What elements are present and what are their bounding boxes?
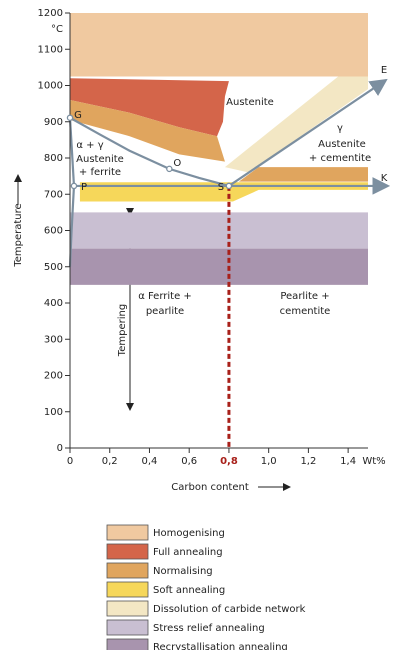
- legend-label: Dissolution of carbide network: [153, 604, 306, 615]
- x-tick-label: 0,6: [181, 456, 197, 467]
- y-tick-label: 500: [44, 262, 63, 273]
- annotation: Tempering: [117, 304, 128, 357]
- phase-line: [228, 78, 388, 187]
- y-unit: °C: [51, 24, 63, 35]
- legend-label: Normalising: [153, 566, 213, 577]
- legend-label: Recrystallisation annealing: [153, 642, 288, 650]
- annotation: + ferrite: [79, 167, 121, 178]
- y-tick-label: 400: [44, 298, 63, 309]
- annotation: Austenite: [76, 154, 124, 165]
- region: [224, 76, 368, 173]
- annotation: cementite: [280, 306, 331, 317]
- point: [166, 165, 173, 173]
- region: [79, 182, 368, 202]
- x-tick-label: 1,4: [340, 456, 356, 467]
- region: [70, 13, 368, 77]
- x-tick-label: 1,0: [261, 456, 277, 467]
- point-label: S: [218, 182, 224, 193]
- legend-swatch: [106, 581, 149, 598]
- point-label: P: [81, 182, 87, 193]
- point-label: O: [173, 158, 181, 169]
- region: [70, 100, 225, 162]
- annotation: γ: [337, 123, 343, 134]
- y-tick-label: 0: [57, 443, 63, 454]
- annotation: K: [381, 173, 388, 184]
- point: [70, 182, 78, 190]
- x-tick-label: 1,2: [300, 456, 316, 467]
- y-tick-label: 200: [44, 371, 63, 382]
- phase-line: [69, 116, 230, 187]
- region: [70, 248, 368, 285]
- x-axis-label: Carbon content: [171, 482, 249, 493]
- legend-swatch: [106, 562, 149, 579]
- region: [70, 78, 229, 137]
- annotation: + cementite: [309, 153, 371, 164]
- point: [66, 114, 74, 122]
- region: [70, 212, 368, 249]
- annotation: Austenite: [226, 97, 274, 108]
- region: [238, 167, 368, 182]
- y-tick-label: 600: [44, 226, 63, 237]
- x-tick-label: 0,2: [102, 456, 118, 467]
- annotation: α + γ: [76, 140, 103, 151]
- y-tick-label: 800: [44, 153, 63, 164]
- phase-line: [68, 117, 76, 186]
- point: [225, 182, 233, 190]
- legend-label: Stress relief annealing: [153, 623, 265, 634]
- legend-label: Homogenising: [153, 528, 225, 539]
- y-tick-label: 900: [44, 117, 63, 128]
- y-axis-label: Temperature: [13, 203, 24, 267]
- legend-label: Full annealing: [153, 547, 223, 558]
- phase-line: [68, 185, 76, 267]
- legend-swatch: [106, 543, 149, 560]
- annotation: Austenite: [318, 139, 366, 150]
- legend-label: Soft annealing: [153, 585, 225, 596]
- legend-swatch: [106, 524, 149, 541]
- y-tick-label: 1100: [38, 44, 63, 55]
- y-tick-label: 1000: [38, 81, 63, 92]
- legend-swatch: [106, 619, 149, 636]
- x-tick-label: 0,8: [220, 456, 238, 467]
- y-tick-label: 1200: [38, 8, 63, 19]
- point-label: G: [74, 110, 82, 121]
- legend-swatch: [106, 600, 149, 617]
- x-tick-label: 0,4: [142, 456, 158, 467]
- y-tick-label: 300: [44, 334, 63, 345]
- x-tick-label: 0: [67, 456, 73, 467]
- y-tick-label: 100: [44, 407, 63, 418]
- x-unit: Wt%: [362, 456, 385, 467]
- annotation: pearlite: [146, 306, 184, 317]
- annotation: E: [381, 65, 387, 76]
- annotation: α Ferrite +: [138, 291, 192, 302]
- annotation: Pearlite +: [280, 291, 329, 302]
- y-tick-label: 700: [44, 189, 63, 200]
- legend-swatch: [106, 638, 149, 650]
